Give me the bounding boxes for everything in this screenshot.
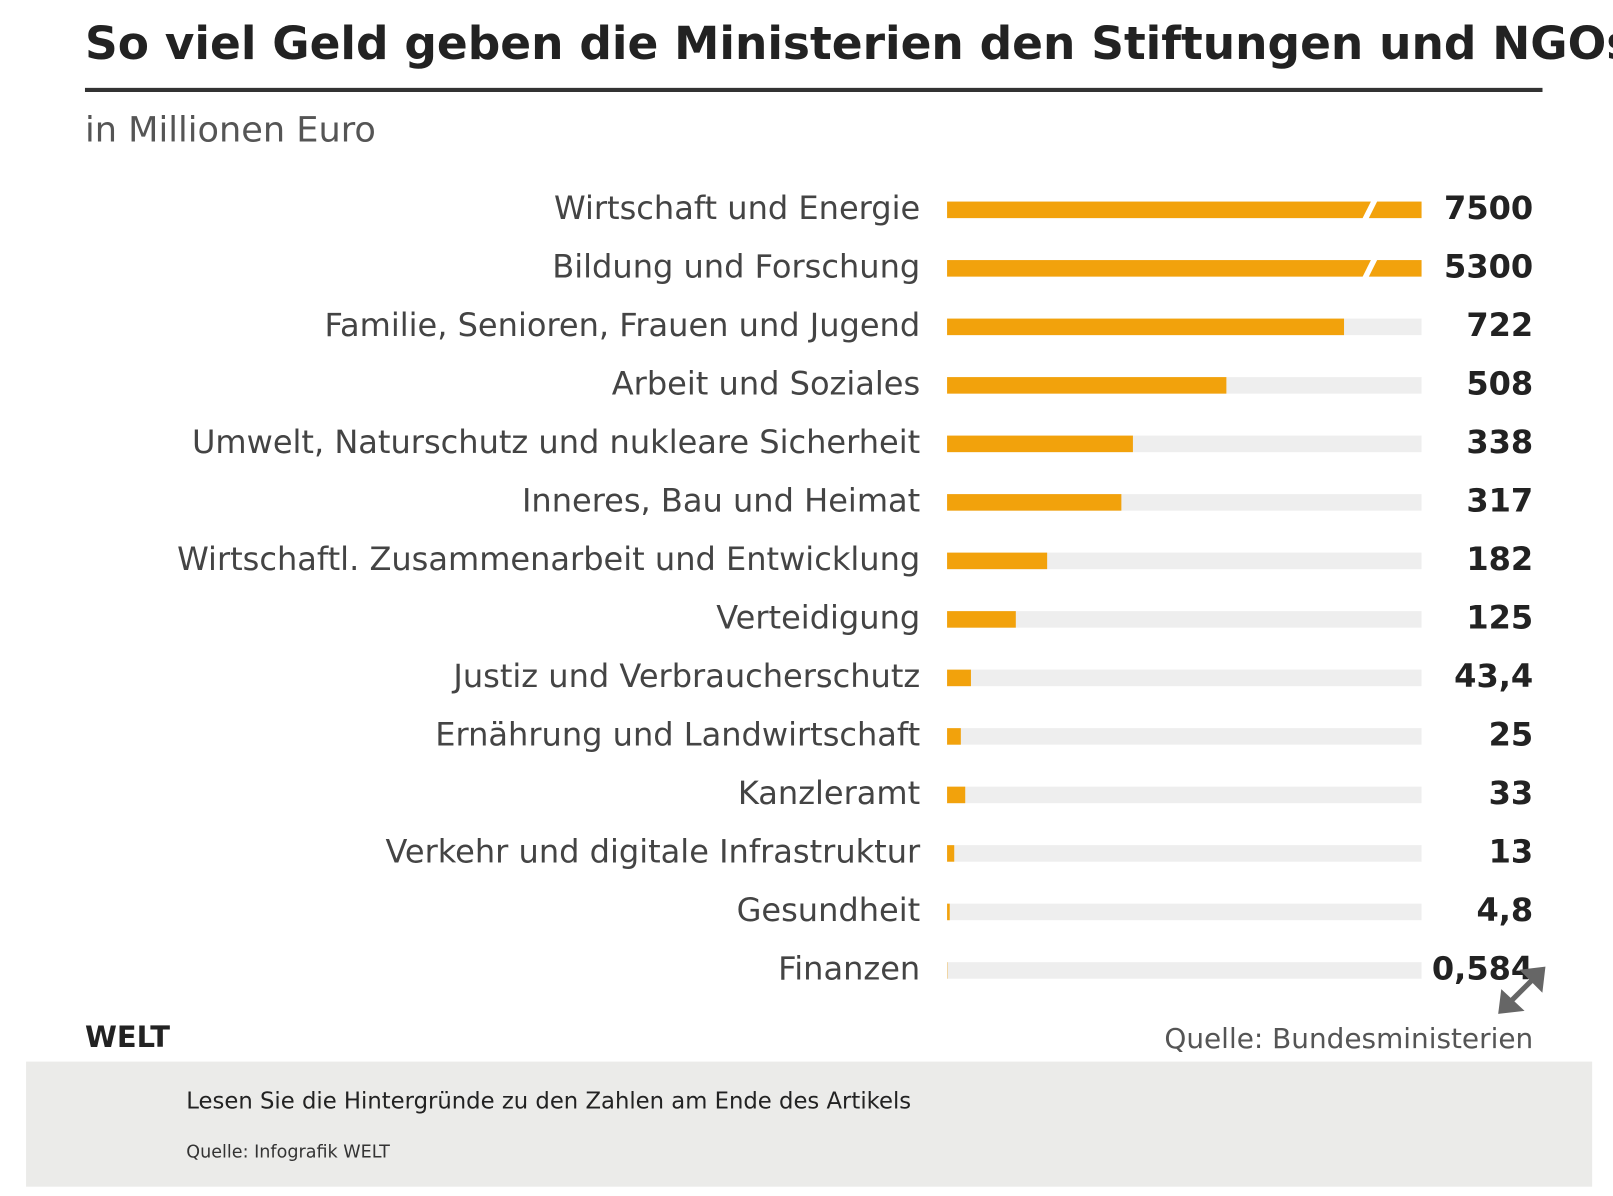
title-rule bbox=[84, 87, 1543, 92]
value-label: 25 bbox=[1489, 715, 1534, 753]
bar bbox=[947, 435, 1133, 453]
logo: WELT bbox=[85, 1020, 170, 1054]
expand-icon[interactable] bbox=[1498, 966, 1546, 1014]
value-label: 7500 bbox=[1444, 189, 1533, 227]
caption-text: Lesen Sie die Hintergründe zu den Zahlen… bbox=[186, 1088, 911, 1114]
value-label: 4,8 bbox=[1476, 891, 1533, 929]
value-label: 5300 bbox=[1444, 247, 1533, 285]
chart-source: Quelle: Bundesministerien bbox=[1164, 1022, 1533, 1055]
bar-track bbox=[947, 962, 1422, 979]
chart-title: So viel Geld geben die Ministerien den S… bbox=[85, 17, 1613, 70]
bar-track bbox=[947, 786, 1422, 804]
bars: Wirtschaft und Energie 7500 Bildung und Fo… bbox=[177, 189, 1533, 988]
bar bbox=[947, 201, 1422, 219]
category-label: Finanzen bbox=[778, 949, 920, 987]
value-label: 125 bbox=[1466, 598, 1533, 636]
category-label: Familie, Senioren, Frauen und Jugend bbox=[325, 306, 921, 344]
value-label: 338 bbox=[1466, 423, 1533, 461]
bar-track bbox=[947, 903, 1422, 921]
bar bbox=[947, 377, 1227, 394]
value-label: 43,4 bbox=[1454, 657, 1533, 695]
value-label: 13 bbox=[1489, 832, 1534, 870]
bar bbox=[947, 318, 1345, 336]
category-label: Wirtschaft und Energie bbox=[554, 189, 920, 227]
category-label: Bildung und Forschung bbox=[552, 247, 920, 285]
category-label: Justiz und Verbraucherschutz bbox=[451, 657, 920, 695]
chart-subtitle: in Millionen Euro bbox=[85, 109, 376, 150]
category-label: Wirtschaftl. Zusammenarbeit und Entwickl… bbox=[177, 540, 920, 578]
bar bbox=[947, 903, 950, 921]
bar bbox=[947, 552, 1048, 570]
value-label: 182 bbox=[1466, 540, 1533, 578]
bar-track bbox=[947, 611, 1422, 628]
value-label: 508 bbox=[1466, 364, 1533, 402]
category-label: Kanzleramt bbox=[738, 774, 920, 812]
caption-box bbox=[26, 1061, 1593, 1187]
bar bbox=[947, 611, 1016, 628]
category-label: Verteidigung bbox=[716, 598, 920, 636]
bar-track bbox=[947, 728, 1422, 745]
value-label: 722 bbox=[1466, 306, 1533, 344]
bar bbox=[947, 260, 1422, 277]
bar-track bbox=[947, 845, 1422, 862]
bar bbox=[947, 786, 966, 804]
bar-track bbox=[947, 669, 1422, 687]
caption-source: Quelle: Infografik WELT bbox=[186, 1143, 390, 1163]
bar bbox=[947, 494, 1122, 511]
value-label: 0,584 bbox=[1432, 949, 1533, 987]
category-label: Gesundheit bbox=[737, 891, 921, 929]
category-label: Inneres, Bau und Heimat bbox=[522, 481, 920, 519]
category-label: Arbeit und Soziales bbox=[612, 364, 920, 402]
category-label: Umwelt, Naturschutz und nukleare Sicherh… bbox=[192, 423, 920, 461]
bar-track bbox=[947, 552, 1422, 570]
category-label: Ernährung und Landwirtschaft bbox=[435, 715, 920, 753]
axis-break bbox=[1361, 258, 1379, 279]
bar bbox=[947, 669, 971, 687]
value-label: 317 bbox=[1466, 481, 1533, 519]
value-label: 33 bbox=[1489, 774, 1534, 812]
bar bbox=[947, 728, 961, 745]
category-label: Verkehr und digitale Infrastruktur bbox=[385, 832, 921, 870]
axis-break bbox=[1361, 199, 1379, 221]
bar bbox=[947, 845, 955, 862]
